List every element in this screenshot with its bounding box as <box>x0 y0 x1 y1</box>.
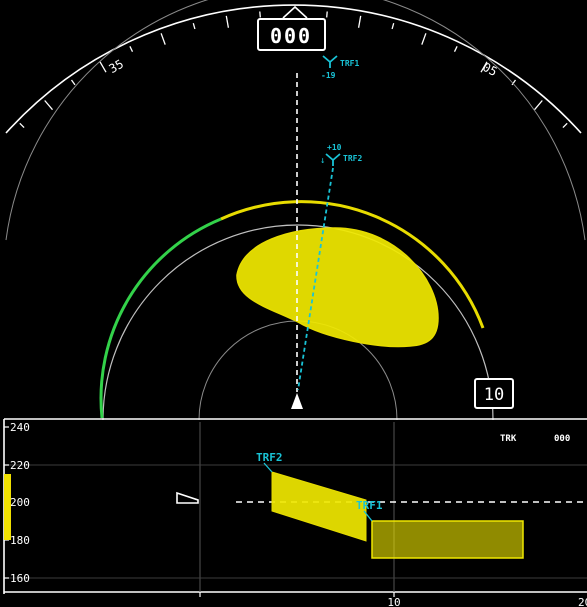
compass-tick <box>44 100 53 111</box>
altitude-label-160: 160 <box>10 572 30 585</box>
heading-value: 000 <box>270 24 312 48</box>
traffic-trf2-track <box>297 167 334 391</box>
altitude-label-220: 220 <box>10 459 30 472</box>
range-box[interactable] <box>474 378 514 409</box>
altitude-label-180: 180 <box>10 534 30 547</box>
compass-tick <box>511 79 517 86</box>
conflict-zone <box>236 227 439 348</box>
altitude-label-240: 240 <box>10 421 30 434</box>
track-mode-value: 000 <box>554 434 570 444</box>
compass-tick <box>70 79 76 86</box>
vertical-display: 240 220 200 180 160 10 20 TRK 000 TRF2 T… <box>3 418 587 607</box>
compass-tick <box>259 11 261 18</box>
vd-trf1-leader <box>363 510 373 522</box>
own-altitude-tape <box>4 474 11 540</box>
vd-trf2-leader <box>263 462 273 473</box>
distance-label-20: 20 <box>578 596 587 607</box>
compass-tick <box>326 11 328 18</box>
traffic-trf2-label: TRF2 <box>343 154 362 163</box>
traffic-trf2-altitude: +10 <box>327 143 342 152</box>
compass-ticks <box>19 11 568 129</box>
traffic-trf1-label: TRF1 <box>340 59 359 68</box>
traffic-trf1[interactable]: TRF1 -19 <box>321 55 359 80</box>
range-value: 10 <box>484 385 504 405</box>
compass-tick <box>99 61 107 73</box>
compass-tick <box>129 46 134 52</box>
compass-tick <box>391 23 395 30</box>
navigation-display: 35 05 000 TRF1 -19 +10 ↓ TRF2 <box>5 0 586 421</box>
compass-tick <box>160 33 166 45</box>
compass-tick <box>357 15 362 28</box>
trf1-conflict-profile <box>371 520 524 559</box>
traffic-trf2-trend-icon: ↓ <box>320 156 325 166</box>
range-arc-green <box>99 217 222 419</box>
compass-tick <box>421 33 427 45</box>
altitude-label-200: 200 <box>10 496 30 509</box>
vd-traffic-label-trf2[interactable]: TRF2 <box>256 451 283 464</box>
compass-tick <box>534 100 543 111</box>
track-mode-label: TRK <box>500 434 517 444</box>
range-arc-yellow <box>220 200 485 329</box>
compass-tick <box>480 61 488 73</box>
distance-label-10: 10 <box>387 596 400 607</box>
own-aircraft-triangle-icon <box>291 393 303 409</box>
heading-pointer <box>282 5 308 19</box>
compass-label-35: 35 <box>107 57 127 76</box>
compass-tick <box>225 15 230 28</box>
compass-arc <box>5 4 582 134</box>
heading-box <box>257 18 326 51</box>
compass-tick <box>192 23 196 30</box>
traffic-chevron-icon <box>325 153 341 166</box>
traffic-trf1-altitude: -19 <box>321 71 336 80</box>
traffic-trf2[interactable]: +10 ↓ TRF2 <box>320 143 362 166</box>
compass-tick <box>562 122 568 129</box>
range-ring-mid <box>102 224 494 421</box>
trf2-conflict-profile <box>271 471 367 542</box>
compass-tick <box>19 122 25 129</box>
traffic-chevron-icon <box>322 55 338 68</box>
vd-traffic-label-trf1[interactable]: TRF1 <box>356 499 383 512</box>
range-ring-outer <box>5 0 586 241</box>
compass-tick <box>453 46 458 52</box>
own-aircraft-profile-icon <box>176 491 199 504</box>
